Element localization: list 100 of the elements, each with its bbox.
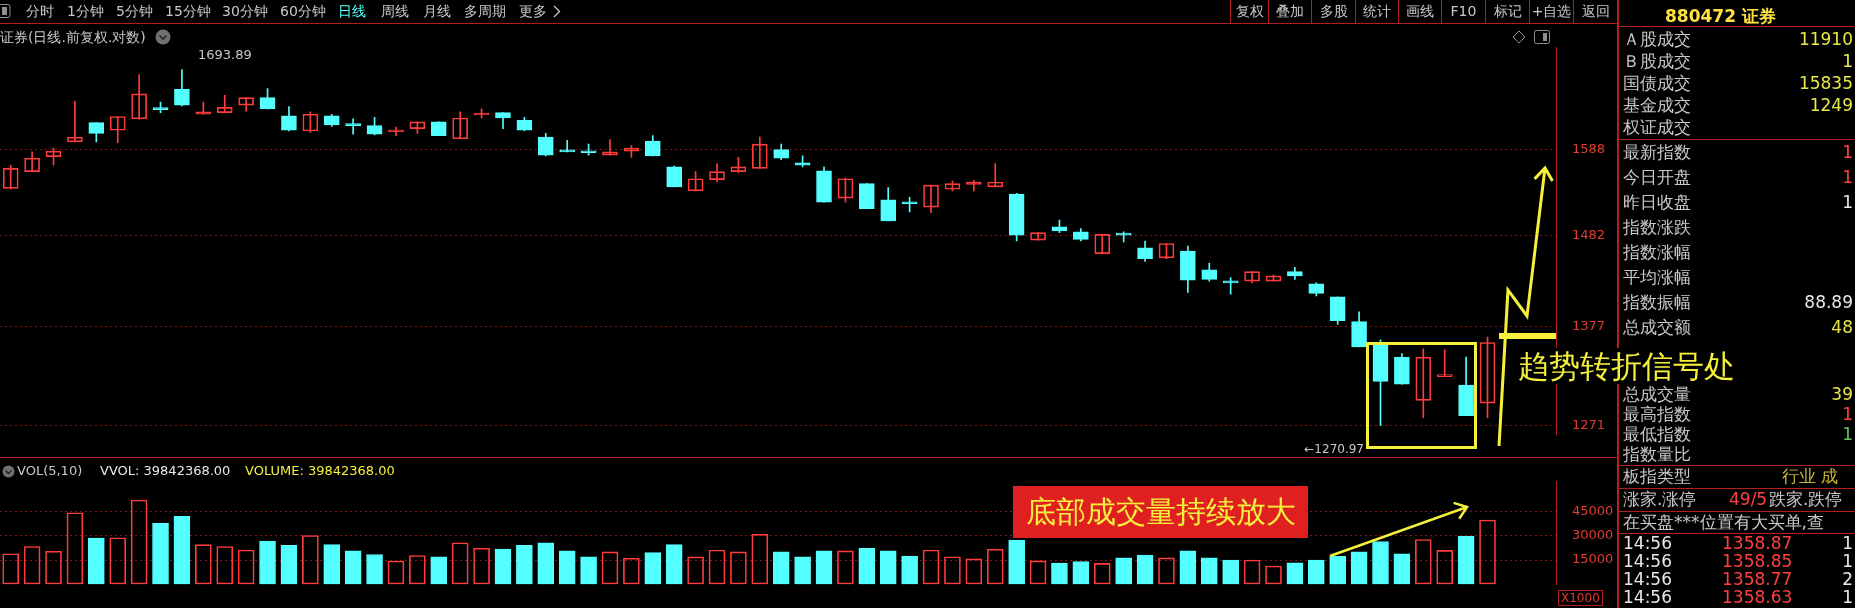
text: 1: [1842, 192, 1853, 212]
text: 1: [1842, 51, 1853, 71]
chart-title: 证券(日线.前复权.对数): [0, 28, 146, 46]
y-tick-label: 1588: [1572, 140, 1606, 156]
bar: [558, 550, 576, 585]
text: 14:56: [1623, 551, 1672, 571]
text: 叠加: [1268, 0, 1311, 23]
text: 指数涨跌: [1623, 217, 1691, 237]
bar: [1307, 559, 1325, 585]
y-tick-label: 15000: [1572, 551, 1614, 567]
bar: [1136, 554, 1154, 585]
text: 1: [1842, 424, 1853, 444]
text: 返回: [1573, 0, 1617, 23]
bar: [280, 545, 298, 585]
bar: [858, 547, 876, 585]
bar: [879, 550, 897, 585]
bar: [1222, 559, 1239, 585]
bar: [794, 556, 811, 585]
y-axis-title: X1000: [1558, 590, 1603, 606]
text: 趋势转折信号处: [1516, 348, 1737, 384]
bar: [1350, 551, 1368, 585]
text: 30分钟: [222, 3, 268, 20]
text: 多周期: [464, 3, 506, 20]
candlestick: [1094, 233, 1111, 255]
candlestick: [345, 118, 361, 135]
text: 分时: [26, 3, 54, 20]
bar: [516, 545, 533, 585]
y-tick-label: 1482: [1572, 226, 1606, 242]
bar: [772, 551, 790, 585]
text: 1358.63: [1722, 587, 1793, 607]
bar: [537, 542, 555, 585]
text: 39: [1831, 384, 1853, 404]
text: 11910: [1798, 29, 1853, 49]
bar: [580, 556, 597, 585]
bar: [1457, 535, 1475, 585]
text: 1: [1842, 587, 1853, 607]
bar: [1179, 550, 1197, 585]
text: 涨家.涨停: [1623, 489, 1697, 509]
annotation: 底部成交量持续放大: [1013, 486, 1308, 538]
text: 指数涨幅: [1623, 242, 1691, 262]
bar: [1200, 557, 1218, 585]
text: 1: [1842, 404, 1853, 424]
text: 统计: [1355, 0, 1398, 23]
bar: [644, 552, 662, 585]
text: 1: [1842, 533, 1853, 553]
bar: [1372, 541, 1389, 585]
text: 1: [1842, 167, 1853, 187]
text: 最高指数: [1623, 404, 1691, 424]
bar: [366, 554, 383, 585]
y-tick-label: 45000: [1572, 503, 1614, 519]
text: 14:56: [1623, 533, 1672, 553]
text: 14:56: [1623, 587, 1672, 607]
text: 14:56: [1623, 569, 1672, 589]
text: 15835: [1798, 73, 1853, 93]
text: 指数振幅: [1623, 292, 1691, 312]
text: 1249: [1809, 95, 1853, 115]
y-tick-label: 1271: [1572, 416, 1606, 432]
bar: [901, 555, 918, 585]
bar: [87, 537, 105, 585]
y-tick-label: 1377: [1572, 317, 1606, 333]
y-tick-label: 30000: [1572, 527, 1614, 543]
text: Ａ股成交: [1623, 29, 1691, 49]
text: 在买盘***位置有大买单,查: [1623, 512, 1824, 532]
text: 昨日收盘: [1623, 192, 1691, 212]
bar: [173, 515, 191, 585]
chart-title: VOL(5,10): [17, 463, 83, 478]
text: 最低指数: [1623, 424, 1691, 444]
annotation: 1693.89: [198, 47, 252, 63]
text: +自选: [1529, 0, 1573, 23]
text: 平均涨幅: [1623, 267, 1691, 287]
text: 1358.85: [1722, 551, 1793, 571]
text: 复权: [1230, 0, 1268, 23]
text: Ｂ股成交: [1623, 51, 1691, 71]
text: ←1270.97: [1303, 442, 1364, 456]
bar: [430, 556, 448, 585]
text: 60分钟: [280, 3, 326, 20]
text: 1: [1842, 551, 1853, 571]
bar: [1329, 555, 1347, 585]
text: 画线: [1398, 0, 1441, 23]
text: 88.89: [1804, 292, 1853, 312]
bar: [152, 522, 169, 585]
bar: [1115, 557, 1132, 585]
text: 1分钟: [67, 3, 104, 20]
text: 最新指数: [1623, 142, 1691, 162]
text: 跌家.跌停: [1769, 489, 1843, 509]
text: 基金成交: [1623, 95, 1691, 115]
bar: [665, 544, 683, 585]
text: 国债成交: [1623, 73, 1691, 93]
text: 48: [1831, 317, 1853, 337]
text: 月线: [423, 3, 451, 20]
bar: [1072, 561, 1090, 585]
bar: [344, 550, 362, 585]
text: 总成交量: [1623, 384, 1691, 404]
text: 指数量比: [1623, 444, 1691, 464]
text: VOLUME: 39842368.00: [245, 463, 395, 478]
text: 标记: [1485, 0, 1529, 23]
text: 5分钟: [116, 3, 153, 20]
bar: [1286, 562, 1304, 585]
text: 权证成交: [1623, 117, 1691, 137]
text: 49/5: [1729, 489, 1768, 509]
